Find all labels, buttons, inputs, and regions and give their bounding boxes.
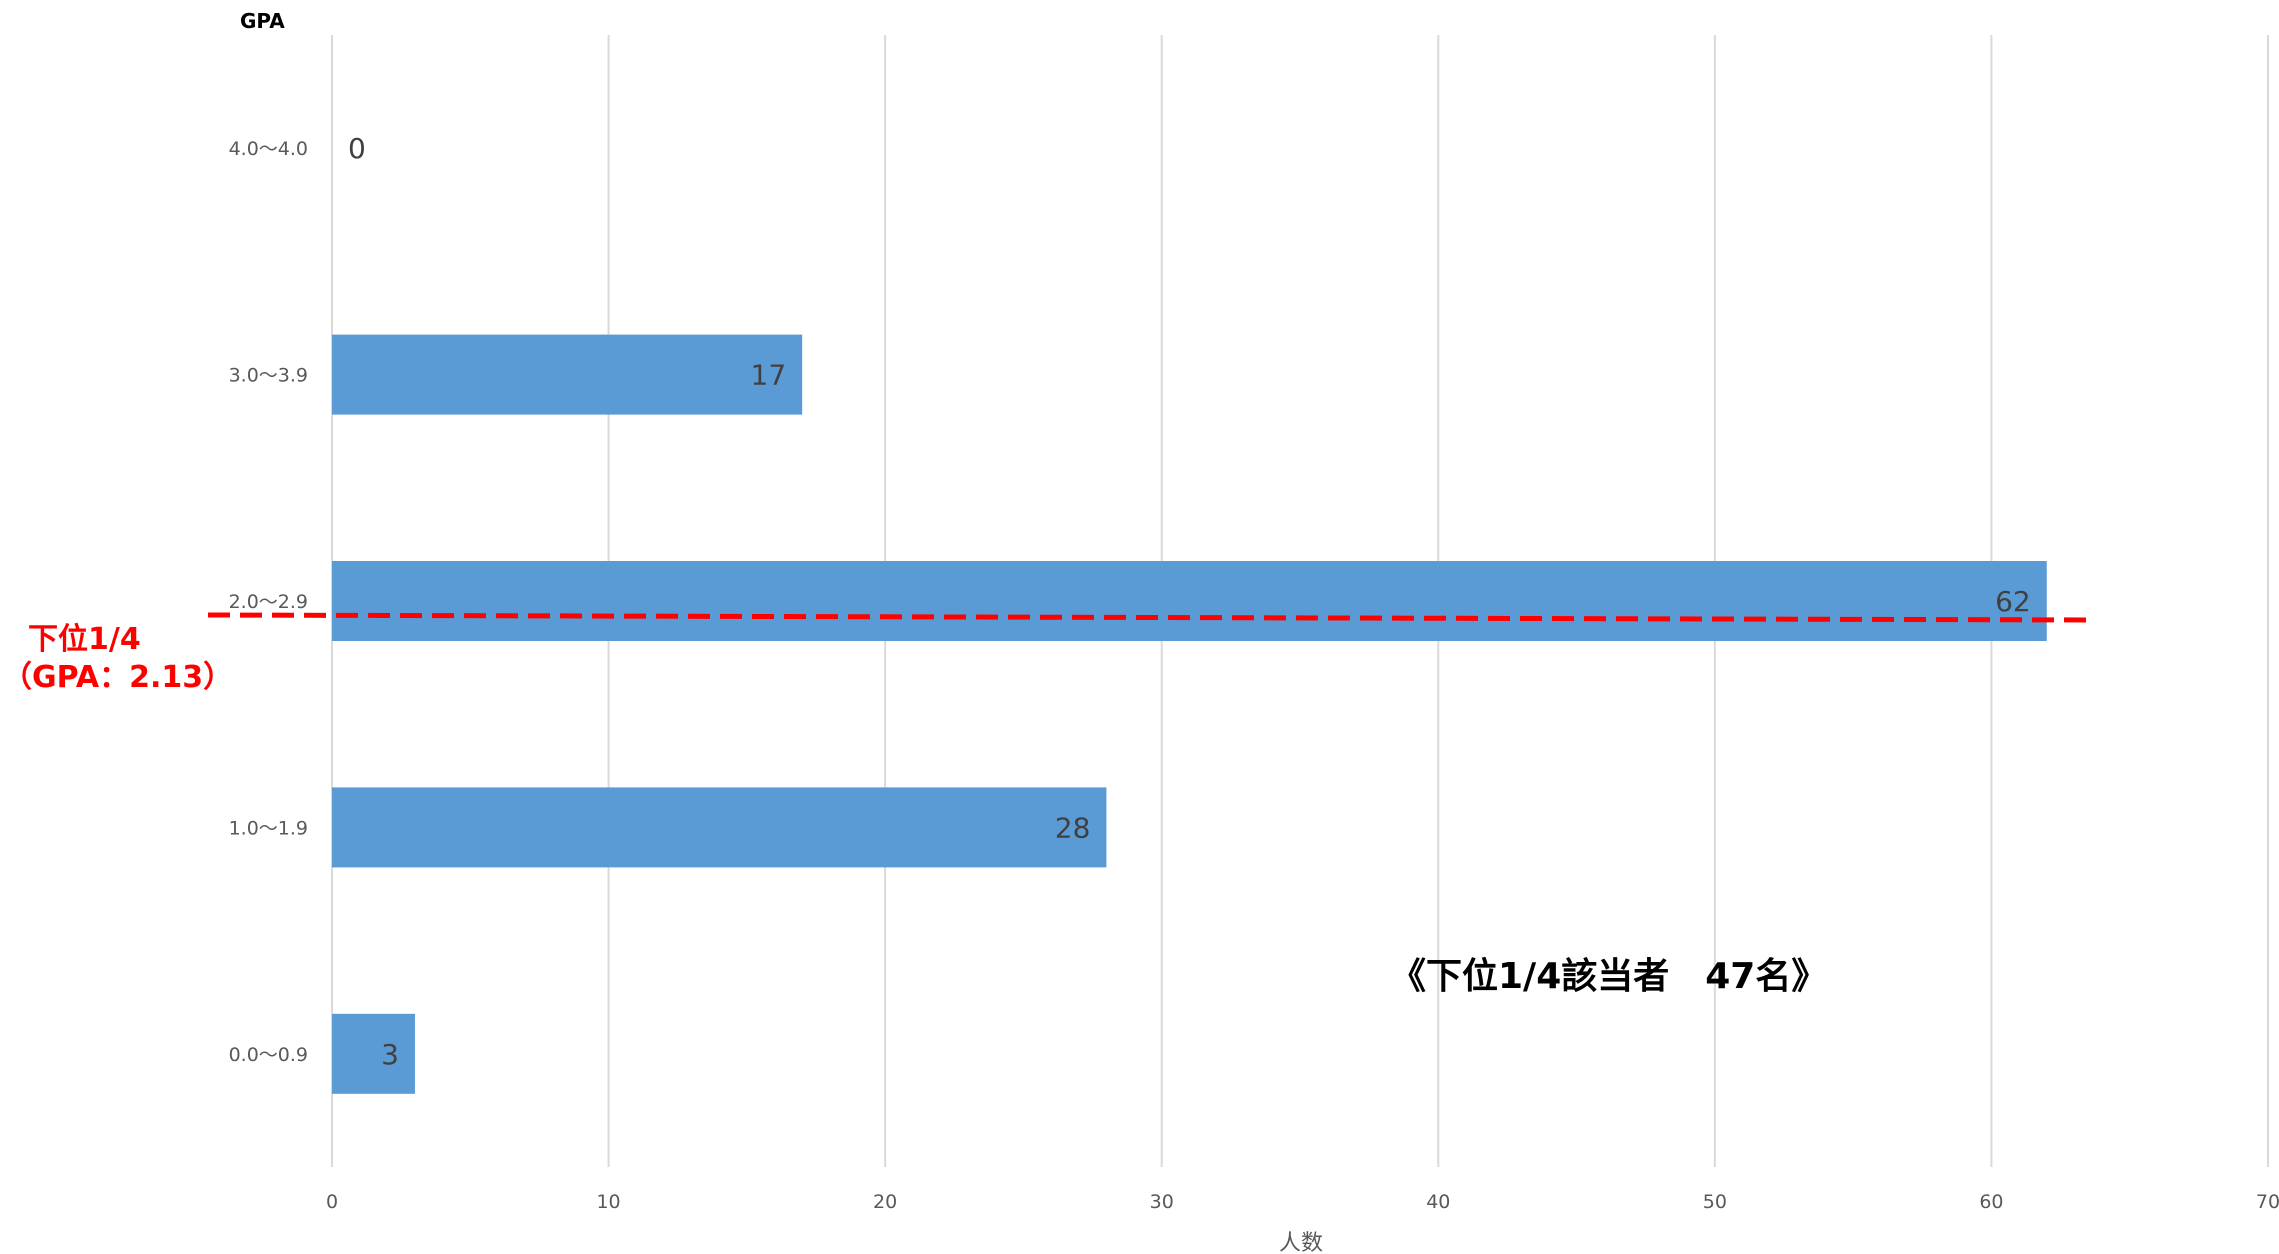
y-axis-title: GPA [240,9,285,33]
summary-annotation: 《下位1/4該当者 47名》 [1390,956,1827,997]
data-label: 0 [348,132,366,165]
data-label: 17 [751,359,787,392]
reference-line [207,612,2096,623]
x-tick-label: 10 [596,1191,620,1213]
x-tick-label: 60 [1979,1191,2003,1213]
data-label: 28 [1055,811,1091,844]
data-label: 62 [1995,585,2031,618]
y-tick-label: 0.0～0.9 [229,1044,308,1066]
x-tick-label: 40 [1426,1191,1450,1213]
bar [332,787,1107,868]
y-tick-label: 3.0～3.9 [229,365,308,387]
y-tick-label: 1.0～1.9 [229,817,308,839]
x-tick-label: 50 [1703,1191,1727,1213]
x-tick-labels: 0 10 20 30 40 50 60 70 [326,1191,2279,1213]
y-tick-label: 2.0～2.9 [229,591,308,613]
x-tick-label: 0 [326,1191,338,1213]
data-labels: 0 17 62 28 3 [348,132,2031,1071]
reference-line-label: 下位1/4 [28,622,141,657]
bar [332,334,803,415]
bar [332,561,2047,641]
x-tick-label: 20 [873,1191,897,1213]
x-tick-label: 70 [2256,1191,2279,1213]
bar [332,1013,415,1094]
reference-line-value: （GPA：2.13） [2,660,233,695]
data-label: 3 [381,1038,399,1071]
bar-series [332,334,2047,1094]
x-axis-title: 人数 [1279,1231,1323,1254]
y-tick-label: 4.0～4.0 [229,138,308,160]
x-tick-label: 30 [1150,1191,1174,1213]
y-tick-labels: 4.0～4.0 3.0～3.9 2.0～2.9 1.0～1.9 0.0～0.9 [229,138,308,1066]
